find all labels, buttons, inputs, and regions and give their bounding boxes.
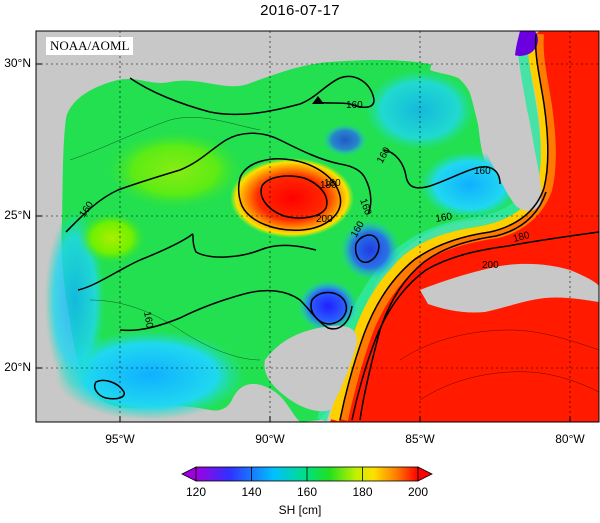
yucatan-peninsula	[264, 325, 357, 412]
map-title: 2016-07-17	[260, 2, 340, 19]
frame-ticks	[36, 63, 571, 422]
colorbar	[181, 466, 433, 482]
credit-label: NOAA/AOML	[46, 37, 134, 55]
contour-180-loop	[339, 33, 549, 421]
warm-eddy	[230, 158, 354, 238]
contour-label: 200	[482, 260, 499, 271]
current-edge-yellow	[329, 33, 551, 422]
thin-contours	[69, 117, 599, 401]
contour-160-sw	[77, 233, 317, 291]
contour-200-loop	[351, 231, 599, 421]
contour-160-eddy	[354, 234, 380, 264]
contour-label: 180	[320, 180, 337, 191]
colorbar-tick-label: 200	[407, 485, 429, 499]
cuba-land	[420, 263, 599, 313]
lat-tick-label: 30°N	[4, 56, 31, 70]
lat-tick-label: 25°N	[4, 208, 31, 222]
green-high-west	[78, 212, 146, 264]
station-marker-triangle	[312, 96, 324, 104]
contour-160-south	[119, 289, 353, 332]
lat-tick-label: 20°N	[4, 360, 31, 374]
contour-lines	[65, 33, 599, 421]
colorbar-tick-label: 180	[352, 485, 373, 499]
lon-tick-label: 80°W	[555, 432, 585, 446]
contour-160-east	[383, 149, 501, 189]
colorbar-tick-label: 140	[241, 485, 262, 499]
green-high-center	[105, 130, 245, 210]
yucatan-land	[210, 384, 300, 422]
colorbar-left-arrow	[181, 466, 197, 482]
cyan-north	[365, 70, 475, 150]
colorbar-tick-label: 160	[296, 485, 318, 499]
map-field	[36, 31, 599, 422]
contour-160-loop	[359, 191, 547, 421]
map-frame	[35, 30, 600, 423]
lon-tick-label: 90°W	[255, 432, 285, 446]
contour-160-north	[129, 75, 375, 116]
colorbar-right-arrow	[417, 466, 433, 482]
caribbean-water	[330, 31, 599, 422]
contour-cold-south	[310, 291, 348, 325]
contour-label: 160	[141, 311, 155, 330]
florida-land	[430, 31, 542, 211]
contour-160-west	[65, 132, 372, 233]
contour-label: 160	[346, 100, 363, 111]
contour-label: 160	[474, 166, 491, 177]
cold-eddy-center	[340, 220, 400, 280]
lon-tick-label: 95°W	[105, 432, 135, 446]
contour-label: 180	[324, 178, 341, 189]
graticule	[36, 31, 599, 422]
contour-label: 160	[435, 211, 454, 225]
contour-label: 200	[316, 214, 333, 225]
colorbar-tick-label: 120	[185, 485, 207, 499]
contour-sw-corner	[94, 379, 125, 400]
contour-200-eddy	[260, 175, 328, 219]
contour-180-eddy	[237, 158, 342, 231]
current-edge-orange	[340, 33, 556, 421]
blue-spot-north	[323, 124, 367, 156]
cold-eddy-south	[298, 280, 358, 332]
contour-label: 180	[512, 230, 531, 245]
contour-label-group: 160 160 160 160 160 160 180 200 180 160 …	[77, 100, 531, 329]
colorbar-unit-label: SH [cm]	[278, 503, 322, 517]
lon-tick-label: 85°W	[405, 432, 435, 446]
